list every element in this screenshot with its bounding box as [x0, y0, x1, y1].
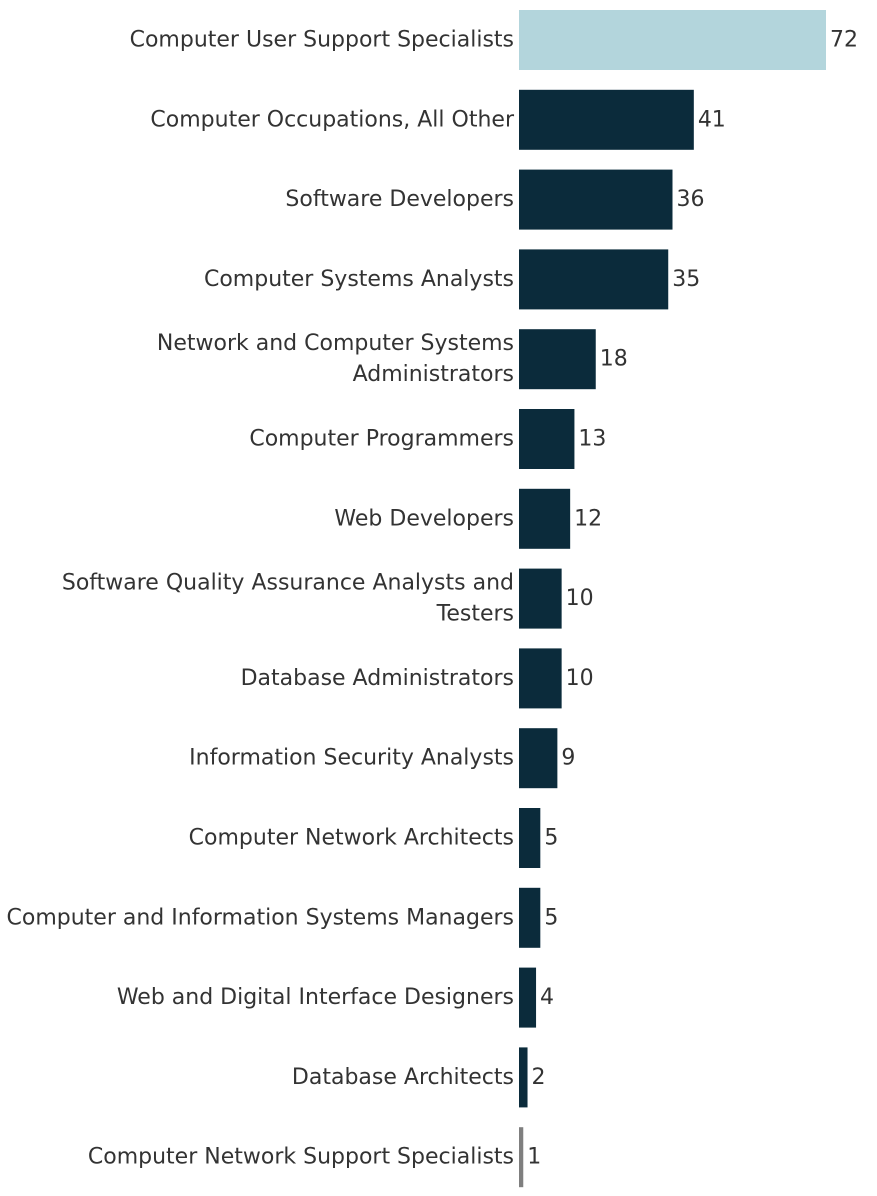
category-label-9: Information Security Analysts: [189, 746, 514, 771]
value-label-1: 41: [698, 107, 726, 132]
value-label-8: 10: [566, 666, 594, 691]
value-label-2: 36: [677, 187, 705, 212]
value-label-7: 10: [566, 586, 594, 611]
category-label-4-line-0: Network and Computer Systems: [157, 331, 514, 356]
bar-6: [519, 488, 571, 549]
value-label-6: 12: [574, 506, 602, 531]
bars-group: [519, 10, 826, 1188]
value-label-13: 2: [532, 1065, 546, 1090]
category-label-1: Computer Occupations, All Other: [150, 107, 515, 132]
category-label-11: Computer and Information Systems Manager…: [7, 905, 514, 930]
bar-14: [519, 1127, 524, 1188]
bar-12: [519, 967, 537, 1028]
category-label-5: Computer Programmers: [249, 427, 514, 452]
bar-8: [519, 648, 562, 709]
category-label-13: Database Architects: [292, 1065, 514, 1090]
category-label-8: Database Administrators: [241, 666, 514, 691]
bar-4: [519, 329, 596, 390]
bar-7: [519, 568, 562, 629]
category-label-12: Web and Digital Interface Designers: [117, 985, 514, 1010]
value-label-11: 5: [544, 905, 558, 930]
bar-3: [519, 249, 669, 310]
category-label-3: Computer Systems Analysts: [204, 267, 514, 292]
category-label-4-line-1: Administrators: [353, 362, 514, 387]
category-labels-group: Computer User Support Specialists Compute…: [7, 28, 515, 1170]
value-labels-group: 72 41 36 35 18 13 12 10 10 9 5 5 4 2 1: [527, 28, 858, 1170]
value-label-0: 72: [830, 28, 858, 53]
value-label-10: 5: [544, 826, 558, 851]
category-label-10: Computer Network Architects: [189, 826, 514, 851]
value-label-9: 9: [561, 746, 575, 771]
bar-11: [519, 887, 541, 948]
category-label-7-line-0: Software Quality Assurance Analysts and: [62, 571, 514, 596]
value-label-4: 18: [600, 347, 628, 372]
bar-10: [519, 808, 541, 868]
category-label-7-line-1: Testers: [436, 602, 514, 627]
category-label-0: Computer User Support Specialists: [130, 28, 514, 53]
bar-5: [519, 409, 575, 469]
bar-9: [519, 728, 558, 789]
value-label-14: 1: [527, 1145, 541, 1170]
bar-1: [519, 89, 694, 150]
bar-13: [519, 1047, 528, 1108]
bar-2: [519, 169, 673, 230]
value-label-5: 13: [578, 427, 606, 452]
category-label-14: Computer Network Support Specialists: [88, 1145, 514, 1170]
bar-0: [519, 10, 826, 70]
category-label-6: Web Developers: [334, 506, 514, 531]
value-label-12: 4: [540, 985, 554, 1010]
value-label-3: 35: [672, 267, 700, 292]
category-label-2: Software Developers: [285, 187, 514, 212]
